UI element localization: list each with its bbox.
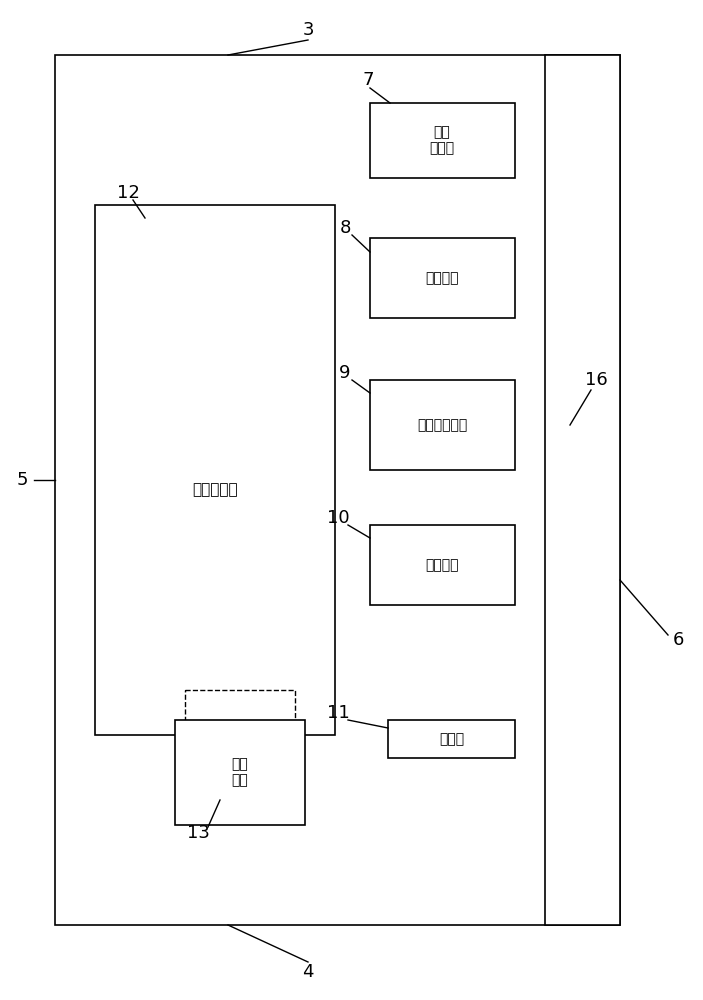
Text: 5: 5 xyxy=(16,471,27,489)
Text: 精密空调器: 精密空调器 xyxy=(192,483,238,497)
Bar xyxy=(370,525,515,605)
Text: 7: 7 xyxy=(362,71,374,89)
Text: 6: 6 xyxy=(672,631,684,649)
Bar xyxy=(55,55,620,925)
Bar xyxy=(370,238,515,318)
Text: 线路保护装置: 线路保护装置 xyxy=(417,418,467,432)
Bar xyxy=(388,720,515,758)
Text: 电压
验电器: 电压 验电器 xyxy=(430,125,455,155)
Text: 除湿
装置: 除湿 装置 xyxy=(231,757,248,787)
Text: 9: 9 xyxy=(340,364,351,382)
Text: 3: 3 xyxy=(302,21,314,39)
Text: 10: 10 xyxy=(327,509,349,527)
Text: 智能终端: 智能终端 xyxy=(425,558,459,572)
Text: 16: 16 xyxy=(585,371,607,389)
Bar xyxy=(370,103,515,178)
Bar xyxy=(185,690,295,765)
Text: 服务器: 服务器 xyxy=(439,732,465,746)
Text: 13: 13 xyxy=(186,824,209,842)
Bar xyxy=(370,380,515,470)
Text: 12: 12 xyxy=(117,184,139,202)
Text: 11: 11 xyxy=(327,704,349,722)
Bar xyxy=(95,205,335,735)
Text: 8: 8 xyxy=(340,219,351,237)
Bar xyxy=(175,720,305,825)
Bar xyxy=(545,55,620,925)
Text: 合并单元: 合并单元 xyxy=(425,271,459,285)
Text: 4: 4 xyxy=(302,963,314,981)
